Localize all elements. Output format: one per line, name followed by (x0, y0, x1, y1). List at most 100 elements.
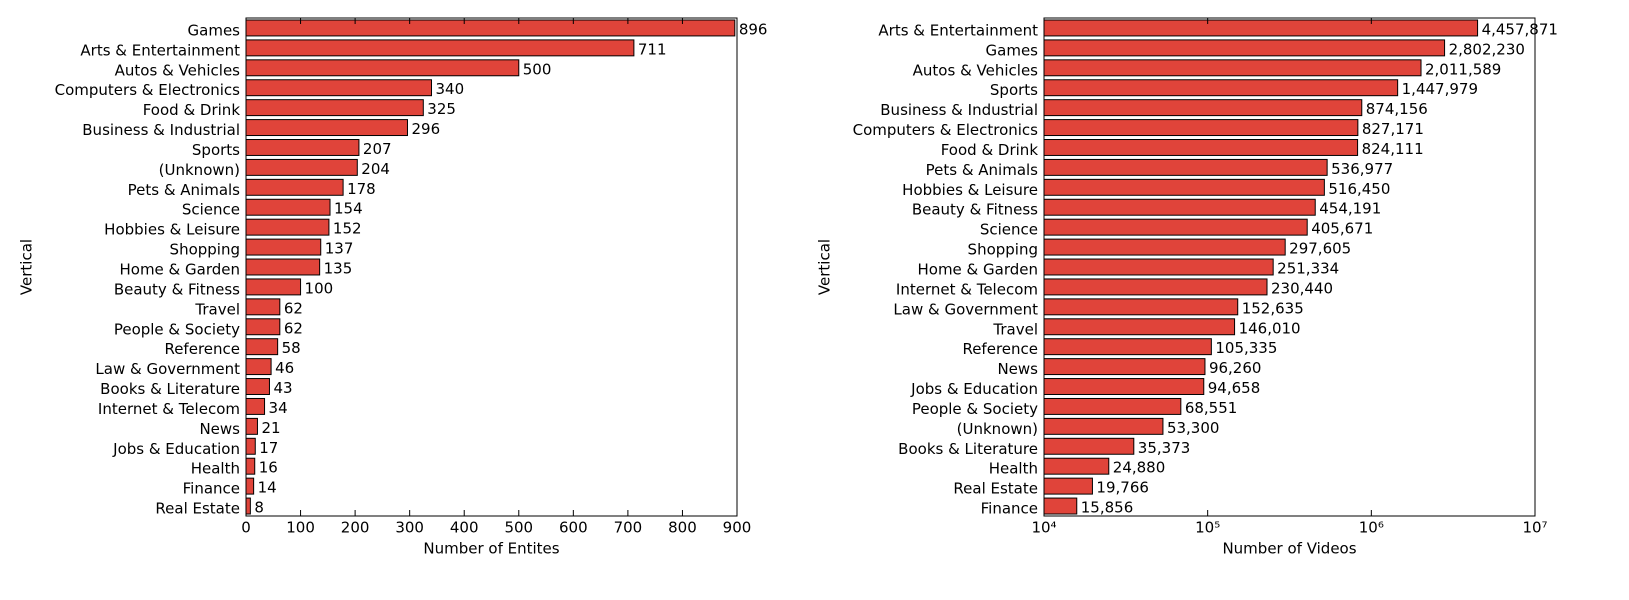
x-tick-label: 400 (450, 519, 479, 537)
value-label: 137 (325, 240, 354, 258)
category-label: Food & Drink (941, 141, 1039, 159)
bar (1043, 417, 1164, 435)
bar (1043, 477, 1093, 495)
category-label: Science (182, 201, 240, 219)
bar (245, 437, 256, 455)
category-label: Internet & Telecom (896, 280, 1038, 298)
value-label: 152 (333, 220, 362, 238)
category-label: Reference (962, 340, 1038, 358)
value-label: 824,111 (1362, 140, 1424, 158)
bar (245, 457, 256, 475)
bar (245, 59, 520, 77)
value-label: 146,010 (1239, 319, 1301, 337)
category-label: People & Society (114, 320, 240, 338)
bar (1043, 318, 1236, 336)
category-label: Beauty & Fitness (114, 280, 240, 298)
bar (245, 39, 635, 57)
category-label: Arts & Entertainment (878, 21, 1038, 39)
category-label: Books & Literature (100, 380, 240, 398)
value-label: 19,766 (1096, 479, 1149, 497)
x-tick-label: 800 (668, 519, 697, 537)
category-label: (Unknown) (957, 420, 1038, 438)
x-tick-label: 900 (723, 519, 752, 537)
value-label: 17 (259, 439, 278, 457)
bar (245, 258, 321, 276)
value-label: 58 (282, 339, 301, 357)
value-label: 96,260 (1209, 359, 1262, 377)
category-label: Home & Garden (119, 261, 240, 279)
bar (245, 99, 424, 117)
bar (1043, 99, 1363, 117)
bar (1043, 19, 1479, 37)
bar (245, 298, 281, 316)
value-label: 15,856 (1081, 499, 1134, 517)
category-label: Hobbies & Leisure (104, 221, 240, 239)
value-label: 178 (347, 180, 376, 198)
category-label: Computers & Electronics (55, 81, 241, 99)
value-label: 94,658 (1208, 379, 1261, 397)
plot-frame (1043, 17, 1536, 517)
value-label: 2,802,230 (1449, 40, 1525, 58)
value-label: 43 (273, 379, 292, 397)
value-label: 874,156 (1366, 100, 1428, 118)
bar (245, 139, 360, 156)
bar (245, 318, 281, 336)
value-label: 896 (739, 20, 768, 38)
value-label: 4,457,871 (1482, 20, 1558, 38)
value-label: 14 (258, 479, 277, 497)
category-label: Computers & Electronics (853, 121, 1039, 139)
value-label: 297,605 (1289, 240, 1351, 258)
x-tick-label: 500 (504, 519, 533, 537)
x-axis-label: Number of Entites (423, 540, 559, 558)
bar (1043, 358, 1206, 376)
bar (245, 119, 408, 137)
category-label: News (199, 420, 240, 438)
value-label: 325 (427, 100, 456, 118)
bar (1043, 497, 1078, 515)
category-label: Games (188, 21, 241, 39)
bar (1043, 457, 1110, 475)
category-label: Hobbies & Leisure (902, 181, 1038, 199)
bar (1043, 178, 1325, 196)
bar (1043, 198, 1316, 216)
x-tick-label: 700 (614, 519, 643, 537)
bar (245, 79, 432, 97)
bar (1043, 139, 1359, 156)
bar (1043, 158, 1328, 176)
bar (1043, 238, 1286, 256)
bar (245, 19, 736, 37)
bar (1043, 298, 1239, 316)
category-label: Arts & Entertainment (80, 41, 240, 59)
plot-frame (245, 17, 738, 517)
x-tick-label: 100 (286, 519, 315, 537)
value-label: 296 (411, 120, 440, 138)
bar (1043, 397, 1182, 415)
category-label: Business & Industrial (82, 121, 240, 139)
x-axis-label: Number of Videos (1222, 540, 1356, 558)
category-label: Science (980, 221, 1038, 239)
category-label: Health (191, 460, 240, 478)
x-tick-label: 10⁴ (1031, 519, 1056, 537)
category-label: Reference (164, 340, 240, 358)
value-label: 1,447,979 (1402, 80, 1478, 98)
value-label: 62 (284, 299, 303, 317)
bar (245, 178, 344, 196)
bar (245, 378, 270, 395)
value-label: 516,450 (1328, 180, 1390, 198)
value-label: 68,551 (1185, 399, 1238, 417)
bar (245, 238, 322, 256)
bar (245, 158, 358, 176)
bar (245, 278, 302, 296)
category-label: Shopping (968, 241, 1038, 259)
category-label: Autos & Vehicles (913, 61, 1039, 79)
value-label: 500 (523, 60, 552, 78)
category-label: Real Estate (953, 480, 1038, 498)
value-label: 251,334 (1277, 260, 1339, 278)
value-label: 207 (363, 140, 392, 158)
category-label: Jobs & Education (112, 440, 240, 458)
value-label: 152,635 (1242, 299, 1304, 317)
bar (245, 497, 251, 515)
value-label: 340 (435, 80, 464, 98)
x-tick-label: 300 (395, 519, 424, 537)
value-label: 405,671 (1311, 220, 1373, 238)
